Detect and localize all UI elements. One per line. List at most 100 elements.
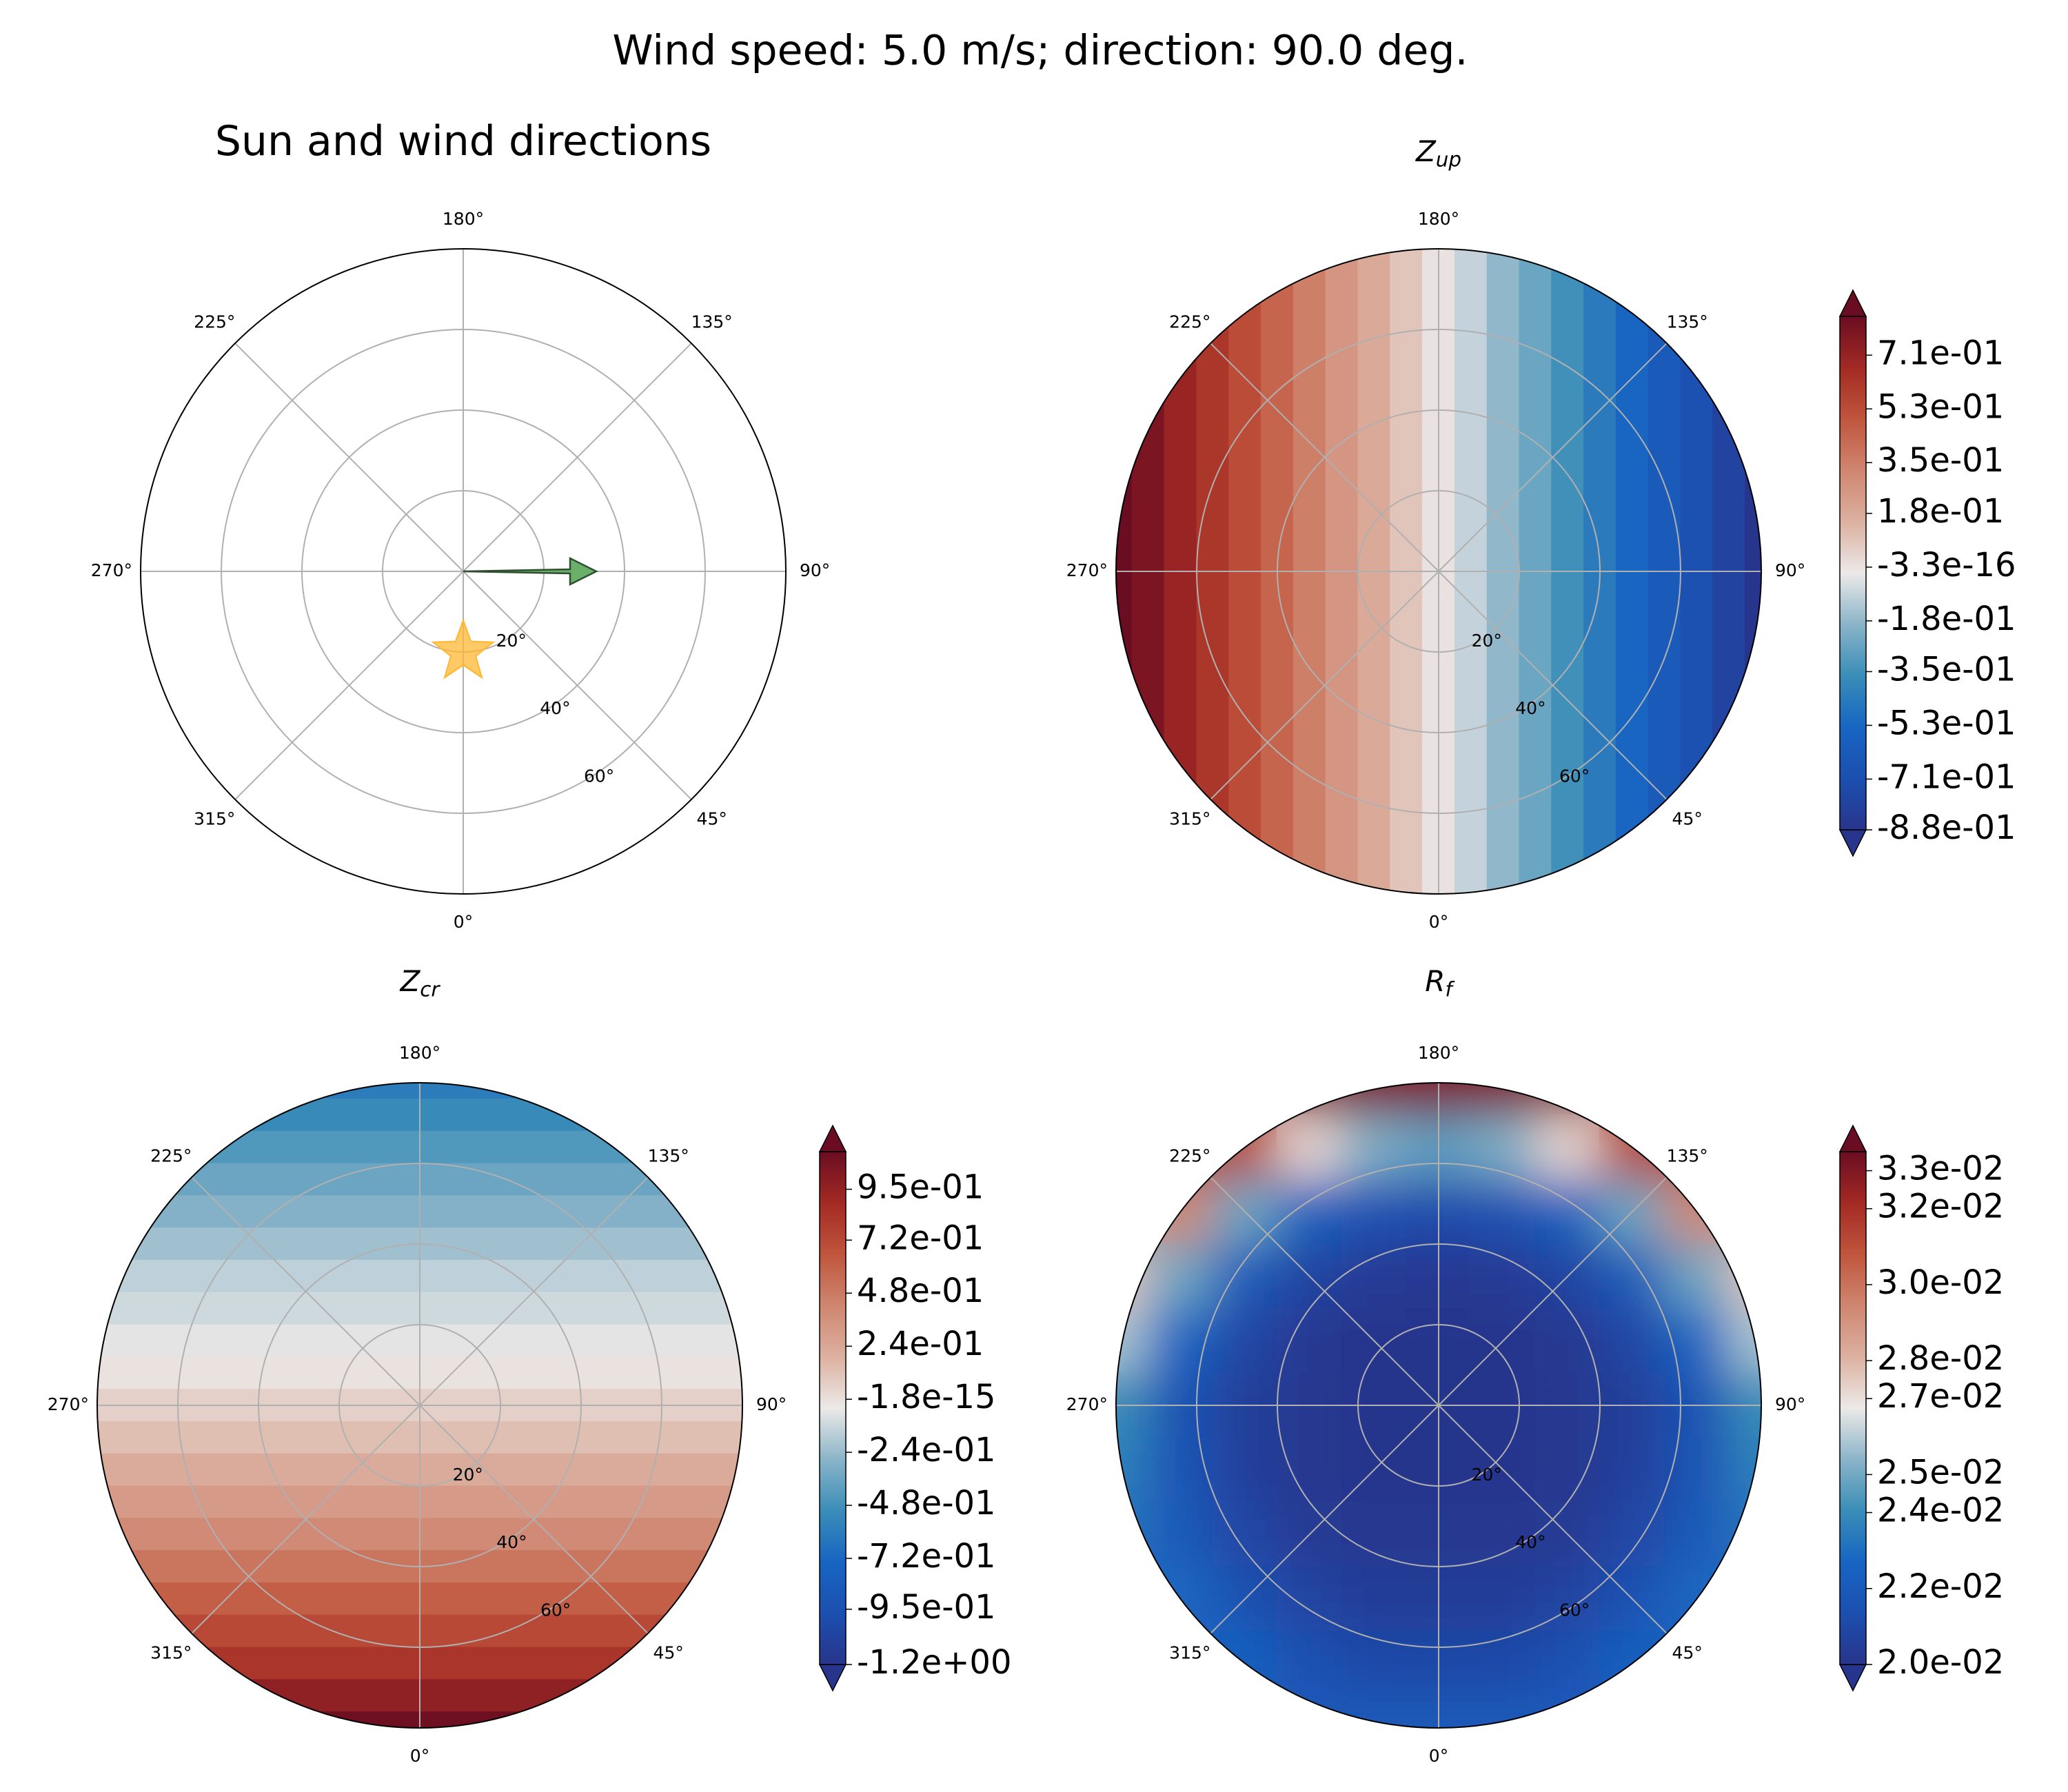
theta-tick-label: 270° <box>1066 1394 1108 1414</box>
theta-tick-label: 45° <box>1672 1643 1703 1663</box>
r-tick-label: 40° <box>1515 1532 1545 1552</box>
subplot-title: Zup <box>1415 134 1461 172</box>
colorbar-tick-label: -4.8e-01 <box>857 1484 996 1523</box>
grid-spoke <box>419 1177 649 1406</box>
title-subscript: up <box>1436 147 1461 171</box>
grid-spoke <box>1210 343 1439 572</box>
colorbar-tick-label: -7.1e-01 <box>1877 757 2016 796</box>
subplot-title: Sun and wind directions <box>215 117 711 165</box>
theta-tick-label: 225° <box>194 312 235 332</box>
grid-spoke <box>463 343 692 572</box>
colorbar-tick-label: -3.3e-16 <box>1877 546 2016 584</box>
r-tick-label: 20° <box>1472 631 1502 651</box>
subplot-title: Rf <box>1425 964 1455 1001</box>
colorbar-tick-label: -1.8e-15 <box>857 1378 996 1416</box>
colorbar-tick-label: 3.3e-02 <box>1877 1150 2004 1188</box>
theta-tick-label: 0° <box>1429 1746 1448 1766</box>
title-main: Z <box>399 964 420 998</box>
grid-spoke <box>419 1405 649 1634</box>
theta-tick-label: 45° <box>653 1643 684 1663</box>
theta-tick-label: 315° <box>194 809 235 829</box>
grid-spoke <box>234 343 464 572</box>
colorbar-tick-label: -1.2e+00 <box>857 1643 1011 1682</box>
colorbar-tick-label: -8.8e-01 <box>1877 808 2016 847</box>
figure-title: Wind speed: 5.0 m/s; direction: 90.0 deg… <box>612 27 1468 75</box>
theta-tick-label: 180° <box>1418 209 1459 229</box>
wind-arrow <box>463 556 598 587</box>
title-main: R <box>1425 964 1445 998</box>
subplot-title: Zcr <box>399 964 440 1001</box>
theta-tick-label: 0° <box>454 912 473 932</box>
colorbar-tick-label: 4.8e-01 <box>857 1272 984 1310</box>
colorbar-tick-label: -5.3e-01 <box>1877 704 2016 742</box>
colorbar-tick-label: 2.7e-02 <box>1877 1377 2004 1416</box>
theta-tick-label: 225° <box>1169 312 1210 332</box>
r-tick-label: 40° <box>496 1532 527 1552</box>
theta-tick-label: 315° <box>1169 809 1210 829</box>
grid-spoke <box>1438 1177 1667 1406</box>
grid-spoke <box>1438 571 1667 800</box>
r-tick-label: 40° <box>540 698 570 718</box>
theta-tick-label: 0° <box>1429 912 1448 932</box>
r-tick-label: 60° <box>1559 766 1590 786</box>
colorbar-tick-label: 2.2e-02 <box>1877 1567 2004 1606</box>
theta-tick-label: 270° <box>48 1394 89 1414</box>
sun-marker <box>431 618 496 680</box>
colorbar-tick-label: 3.0e-02 <box>1877 1263 2004 1302</box>
polar-frame <box>1115 1082 1762 1729</box>
theta-tick-label: 180° <box>399 1043 440 1063</box>
r-tick-label: 40° <box>1515 698 1545 718</box>
colorbar-tick-label: 9.5e-01 <box>857 1168 984 1207</box>
theta-tick-label: 45° <box>697 809 727 829</box>
colorbar-tick-label: 5.3e-01 <box>1877 387 2004 426</box>
theta-tick-label: 90° <box>1775 560 1805 580</box>
polar-frame <box>97 1082 743 1729</box>
colorbar-tick-label: 7.2e-01 <box>857 1219 984 1257</box>
theta-tick-label: 225° <box>1169 1146 1210 1165</box>
colorbar-tick-label: 3.5e-01 <box>1877 441 2004 480</box>
theta-tick-label: 90° <box>756 1394 787 1414</box>
r-tick-label: 20° <box>1472 1465 1502 1485</box>
theta-tick-label: 315° <box>150 1643 192 1663</box>
polar-frame <box>1115 248 1762 895</box>
theta-tick-label: 180° <box>443 209 484 229</box>
grid-spoke <box>191 1177 420 1406</box>
grid-spoke <box>1210 1177 1439 1406</box>
colorbar-tick-label: 2.8e-02 <box>1877 1339 2004 1378</box>
r-tick-label: 20° <box>496 631 527 651</box>
colorbar-tick-label: 2.5e-02 <box>1877 1453 2004 1491</box>
colorbar-tick-label: 2.4e-01 <box>857 1325 984 1363</box>
theta-tick-label: 135° <box>648 1146 689 1165</box>
colorbar-tick-label: 1.8e-01 <box>1877 492 2004 531</box>
title-main: Sun and wind directions <box>215 117 711 165</box>
r-tick-label: 60° <box>540 1600 571 1620</box>
colorbar-tick-label: 7.1e-01 <box>1877 334 2004 372</box>
theta-tick-label: 90° <box>1775 1394 1805 1414</box>
polar-frame <box>140 248 787 895</box>
grid-spoke <box>463 571 692 800</box>
colorbar-tick-label: 2.0e-02 <box>1877 1643 2004 1682</box>
theta-tick-label: 90° <box>800 560 830 580</box>
grid-spoke <box>234 571 464 800</box>
theta-tick-label: 0° <box>410 1746 429 1766</box>
theta-tick-label: 45° <box>1672 809 1703 829</box>
theta-tick-label: 270° <box>1066 560 1108 580</box>
title-main: Z <box>1415 134 1437 168</box>
theta-tick-label: 180° <box>1418 1043 1459 1063</box>
r-tick-label: 60° <box>584 766 614 786</box>
colorbar-tick-label: -3.5e-01 <box>1877 650 2016 689</box>
colorbar-tick-label: -7.2e-01 <box>857 1537 996 1576</box>
theta-tick-label: 135° <box>691 312 733 332</box>
theta-tick-label: 225° <box>150 1146 192 1165</box>
r-tick-label: 20° <box>453 1465 483 1485</box>
theta-tick-label: 315° <box>1169 1643 1210 1663</box>
colorbar <box>1839 1151 1867 1665</box>
colorbar-tick-label: -2.4e-01 <box>857 1431 996 1469</box>
colorbar-tick-label: -9.5e-01 <box>857 1588 996 1627</box>
colorbar-tick-label: 3.2e-02 <box>1877 1188 2004 1226</box>
grid-spoke <box>191 1405 420 1634</box>
theta-tick-label: 270° <box>91 560 132 580</box>
title-subscript: cr <box>420 977 440 1001</box>
